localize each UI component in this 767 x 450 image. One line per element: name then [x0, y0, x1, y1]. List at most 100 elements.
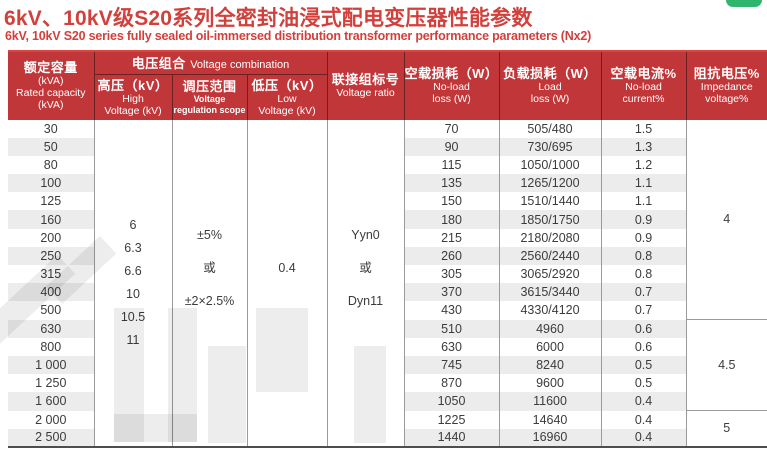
table-header: 额定容量 (kVA) Rated capacity (kVA) 电压组合 Vol… — [8, 50, 767, 120]
cell-rated-capacity: 500 — [8, 301, 94, 320]
table-row: 125 150 1510/1440 1.1 — [8, 192, 767, 211]
cell-impedance-voltage: 4 — [685, 119, 767, 320]
cell-no-load-current: 0.9 — [600, 228, 687, 247]
cell-no-load-current: 0.7 — [600, 283, 687, 302]
cell-rated-capacity: 200 — [8, 228, 94, 247]
header-unit: (kVA) — [38, 75, 64, 88]
cell-rated-capacity: 80 — [8, 155, 94, 175]
header-zh: 高压（kV） — [97, 77, 169, 93]
cell-load-loss: 6000 — [498, 337, 602, 356]
header-zh: 空载电流% — [610, 66, 677, 82]
cell-load-loss: 1050/1000 — [498, 155, 602, 175]
header-en: No-load — [625, 81, 662, 94]
cell-rated-capacity: 50 — [8, 137, 94, 156]
cell-rated-capacity: 315 — [8, 265, 94, 284]
header-en: current% — [622, 93, 665, 106]
header-en: High — [122, 92, 144, 105]
cell-no-load-loss: 150 — [403, 192, 500, 211]
cell-load-loss: 2180/2080 — [498, 228, 602, 247]
col-header-impedance-voltage: 阻抗电压% Impedance voltage% — [685, 50, 767, 120]
cell-rated-capacity: 630 — [8, 319, 94, 338]
header-unit: (kVA) — [38, 99, 64, 112]
cell-impedance-voltage: 4.5 — [685, 319, 767, 411]
cell-no-load-current: 0.8 — [600, 246, 687, 265]
cell-no-load-loss: 1225 — [403, 410, 500, 429]
col-header-load-loss: 负载损耗（W） Load loss (W) — [498, 50, 602, 120]
col-header-vector-group: 联接组标号 Voltage ratio — [326, 50, 405, 120]
header-en: No-load — [433, 81, 470, 94]
green-tab-decoration — [726, 0, 762, 7]
table-row: 50 90 730/695 1.3 — [8, 137, 767, 156]
cell-rated-capacity: 125 — [8, 192, 94, 211]
cell-load-loss: 14640 — [498, 410, 602, 429]
cell-no-load-current: 0.7 — [600, 301, 687, 320]
cell-vector-group: Yyn0 或 Dyn11 — [326, 119, 405, 447]
cell-regulation-scope: ±5% 或 ±2×2.5% — [171, 119, 247, 447]
cell-rated-capacity: 1 000 — [8, 355, 94, 375]
cell-high-voltage: 6 6.3 6.6 10 10.5 11 — [93, 119, 172, 447]
header-zh: 低压（kV） — [251, 77, 323, 93]
table-row: 1 250 870 9600 0.5 — [8, 374, 767, 393]
cell-rated-capacity: 160 — [8, 210, 94, 229]
cell-rated-capacity: 2 500 — [8, 428, 94, 447]
cell-no-load-current: 0.6 — [600, 319, 687, 338]
cell-load-loss: 2560/2440 — [498, 246, 602, 265]
cell-no-load-current: 0.6 — [600, 337, 687, 356]
col-header-high-voltage: 高压（kV） High Voltage (kV) — [93, 74, 172, 120]
parameters-table: 额定容量 (kVA) Rated capacity (kVA) 电压组合 Vol… — [8, 50, 767, 448]
table-row: 250 260 2560/2440 0.8 — [8, 246, 767, 265]
cell-no-load-loss: 630 — [403, 337, 500, 356]
cell-no-load-loss: 510 — [403, 319, 500, 338]
cell-high-voltage-content: 6 6.3 6.6 10 10.5 11 — [120, 217, 146, 347]
table-row: 1 000 745 8240 0.5 — [8, 355, 767, 375]
header-en: Impedance — [700, 81, 753, 94]
header-en: Voltage ratio — [336, 87, 395, 100]
col-header-rated-capacity: 额定容量 (kVA) Rated capacity (kVA) — [8, 50, 94, 120]
page-title: 6kV、10kV级S20系列全密封油浸式配电变压器性能参数 — [4, 7, 533, 30]
cell-no-load-current: 0.4 — [600, 410, 687, 429]
cell-load-loss: 8240 — [498, 355, 602, 375]
cell-load-loss: 3065/2920 — [498, 265, 602, 284]
header-en: Load — [538, 81, 562, 94]
table-row: 200 215 2180/2080 0.9 — [8, 228, 767, 247]
cell-no-load-current: 0.5 — [600, 355, 687, 375]
header-en: loss (W) — [432, 93, 471, 106]
cell-no-load-current: 0.4 — [600, 428, 687, 447]
header-en: Low — [277, 92, 297, 105]
cell-no-load-loss: 135 — [403, 174, 500, 193]
cell-low-voltage: 0.4 — [246, 119, 328, 447]
cell-load-loss: 730/695 — [498, 137, 602, 156]
header-zh: 调压范围 — [182, 79, 237, 95]
cell-load-loss: 4960 — [498, 319, 602, 338]
header-zh: 空载损耗（W） — [404, 66, 499, 82]
cell-no-load-current: 1.1 — [600, 174, 687, 193]
table-row: 800 630 6000 0.6 — [8, 337, 767, 356]
cell-rated-capacity: 1 250 — [8, 374, 94, 393]
cell-no-load-current: 0.5 — [600, 374, 687, 393]
page-subtitle: 6kV, 10kV S20 series fully sealed oil-im… — [5, 29, 592, 43]
cell-no-load-loss: 260 — [403, 246, 500, 265]
cell-no-load-current: 1.2 — [600, 155, 687, 175]
cell-no-load-loss: 90 — [403, 137, 500, 156]
cell-rated-capacity: 800 — [8, 337, 94, 356]
table-row: 2 500 1440 16960 0.4 — [8, 428, 767, 447]
cell-no-load-current: 1.5 — [600, 119, 687, 138]
header-zh: 额定容量 — [23, 60, 78, 76]
cell-no-load-loss: 180 — [403, 210, 500, 229]
header-en: voltage% — [705, 93, 749, 106]
table-row: 400 370 3615/3440 0.7 — [8, 283, 767, 302]
cell-no-load-loss: 870 — [403, 374, 500, 393]
cell-no-load-loss: 305 — [403, 265, 500, 284]
col-header-no-load-loss: 空载损耗（W） No-load loss (W) — [403, 50, 500, 120]
cell-rated-capacity: 1 600 — [8, 392, 94, 411]
header-zh: 联接组标号 — [331, 72, 400, 88]
cell-rated-capacity: 250 — [8, 246, 94, 265]
cell-low-voltage-content: 0.4 — [278, 260, 296, 275]
cell-no-load-loss: 430 — [403, 301, 500, 320]
cell-load-loss: 9600 — [498, 374, 602, 393]
cell-no-load-loss: 745 — [403, 355, 500, 375]
table-row: 30 6 6.3 6.6 10 10.5 11 ±5% 或 ±2×2.5% 0.4 Yyn0 或 Dyn1… — [8, 119, 767, 447]
cell-rated-capacity: 2 000 — [8, 410, 94, 429]
cell-no-load-current: 1.1 — [600, 192, 687, 211]
